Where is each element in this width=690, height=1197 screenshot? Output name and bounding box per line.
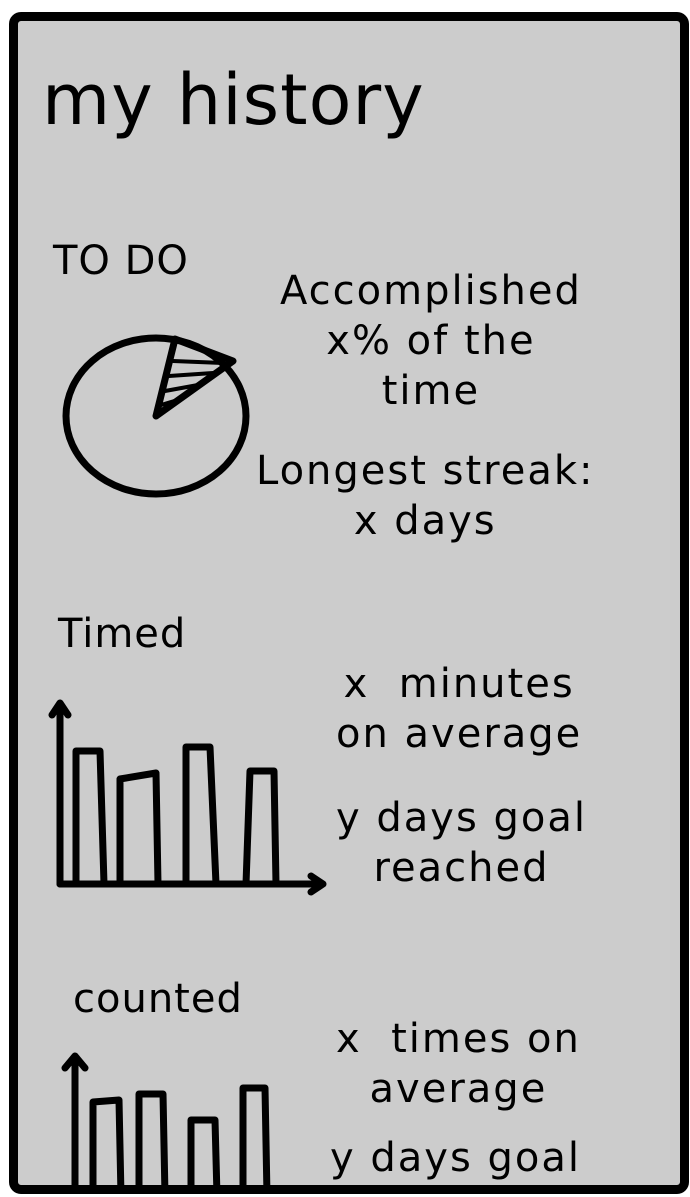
timed-average-stat: x minutes on average <box>336 661 583 757</box>
counted-bar-4 <box>239 1084 271 1185</box>
counted-y-axis <box>61 1052 89 1185</box>
timed-bar-3 <box>182 743 220 888</box>
pie-accomplished-slice <box>152 335 237 420</box>
timed-goal-stat: y days goal reached <box>336 795 588 891</box>
todo-accomplished-stat: Accomplished x% of the time <box>280 268 582 414</box>
phone-screen-frame: my history TO DO Accomplished x% of the … <box>9 12 689 1194</box>
pie-hatch-2 <box>167 371 215 378</box>
timed-bar-chart[interactable] <box>48 689 338 904</box>
pie-hatch-3 <box>163 383 200 393</box>
timed-bar-4 <box>242 767 280 888</box>
todo-heading: TO DO <box>53 238 189 284</box>
timed-bar-1 <box>72 747 108 888</box>
counted-heading: counted <box>73 976 243 1022</box>
todo-streak-stat: Longest streak: x days <box>256 448 595 544</box>
counted-bar-3 <box>187 1116 221 1185</box>
timed-x-axis <box>56 872 327 896</box>
page-title: my history <box>42 59 425 141</box>
timed-y-axis <box>48 699 72 888</box>
todo-pie-chart[interactable] <box>53 321 253 501</box>
counted-bar-1 <box>89 1096 125 1185</box>
pie-hatch-4 <box>159 397 183 407</box>
pie-hatch-1 <box>171 359 225 365</box>
timed-bar-2 <box>116 769 162 888</box>
pie-outline <box>62 334 250 498</box>
counted-bar-chart[interactable] <box>53 1046 293 1194</box>
timed-heading: Timed <box>58 611 187 657</box>
counted-goal-stat: y days goal <box>330 1135 582 1181</box>
counted-average-stat: x times on average <box>336 1016 581 1112</box>
counted-bar-2 <box>135 1090 169 1185</box>
